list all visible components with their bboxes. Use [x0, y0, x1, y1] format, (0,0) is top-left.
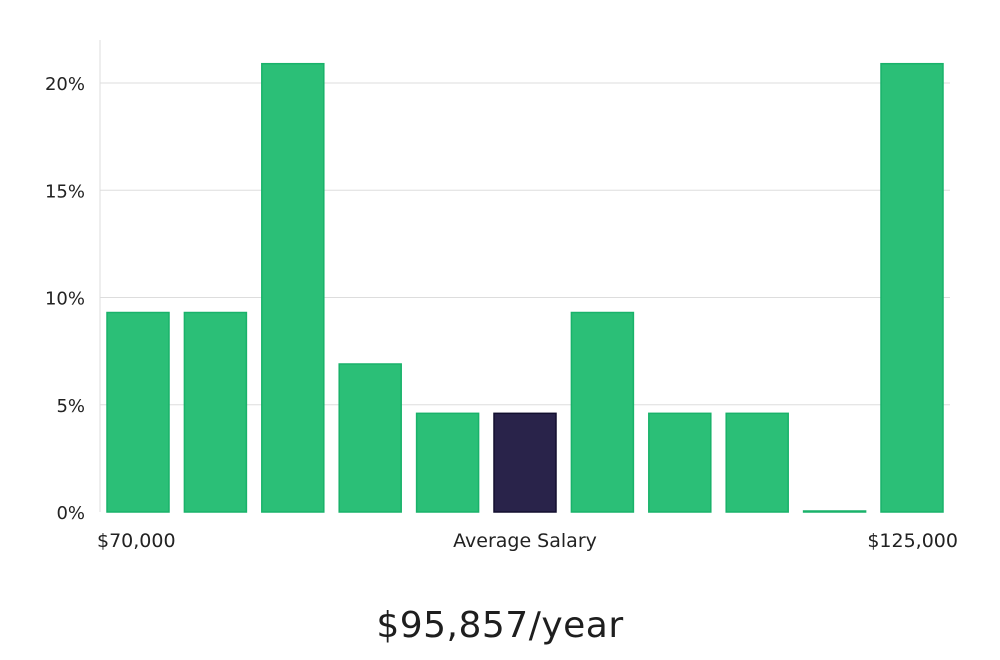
bar	[880, 62, 944, 513]
salary-histogram: 0% 5% 10% 15% 20% $70,000 Average Salary $12…	[45, 40, 958, 552]
y-tick-label: 20%	[45, 74, 85, 95]
bar	[106, 311, 170, 513]
bar-highlighted	[493, 412, 557, 513]
bar	[570, 311, 635, 513]
bar	[261, 62, 325, 513]
y-tick-label: 5%	[56, 396, 85, 417]
y-tick-labels: 0% 5% 10% 15% 20%	[45, 74, 85, 524]
y-tick-label: 0%	[56, 503, 85, 524]
bar	[183, 311, 248, 513]
bar	[338, 363, 402, 513]
x-axis-label: Average Salary	[453, 530, 597, 552]
bar	[415, 412, 480, 513]
bar	[648, 412, 712, 513]
grid-lines	[100, 82, 950, 406]
bar	[725, 412, 789, 513]
bar	[802, 510, 867, 513]
x-max-label: $125,000	[867, 530, 958, 552]
average-salary-headline: $95,857/year	[376, 605, 624, 646]
y-tick-label: 15%	[45, 181, 85, 202]
x-min-label: $70,000	[97, 530, 176, 552]
y-tick-label: 10%	[45, 289, 85, 310]
bars	[106, 62, 944, 513]
